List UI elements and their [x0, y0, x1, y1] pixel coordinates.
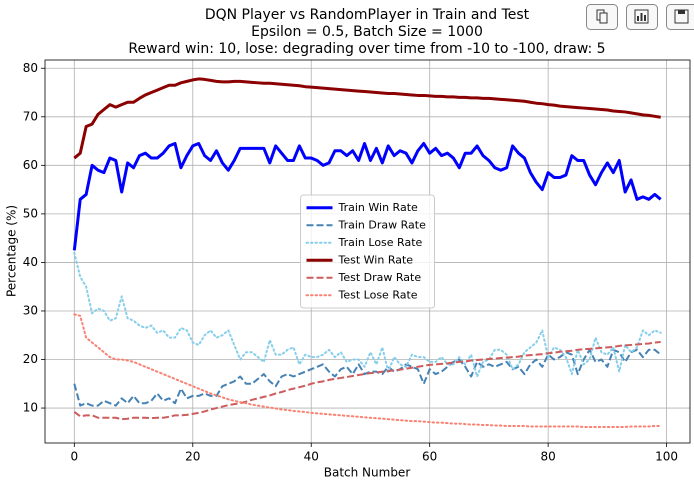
y-tick-label: 20	[23, 352, 38, 366]
x-tick-label: 60	[422, 450, 437, 464]
y-axis-label: Percentage (%)	[5, 205, 19, 297]
y-tick-label: 30	[23, 303, 38, 317]
series-line	[73, 77, 661, 160]
legend-label: Train Draw Rate	[338, 218, 427, 231]
copy-button[interactable]	[586, 4, 618, 30]
y-tick-label: 10	[23, 401, 38, 415]
y-tick-label: 70	[23, 109, 38, 123]
legend-label: Train Win Rate	[338, 201, 419, 214]
legend-label: Test Win Rate	[338, 253, 414, 266]
series-line	[73, 313, 662, 428]
legend-box	[300, 194, 435, 309]
series-line	[73, 341, 661, 421]
x-axis-label: Batch Number	[324, 466, 411, 480]
toolbar	[586, 4, 694, 30]
x-tick-label: 80	[541, 450, 556, 464]
y-tick-label: 60	[23, 158, 38, 172]
save-button[interactable]	[666, 4, 694, 30]
chart-button[interactable]	[626, 4, 658, 30]
y-tick-label: 40	[23, 255, 38, 269]
x-tick-label: 20	[185, 450, 200, 464]
series-line	[72, 141, 662, 251]
legend-label: Test Draw Rate	[338, 271, 422, 284]
series-line	[73, 251, 662, 378]
x-tick-label: 0	[70, 450, 78, 464]
legend-label: Test Lose Rate	[338, 288, 418, 301]
chart-title: DQN Player vs RandomPlayer in Train and …	[205, 7, 530, 23]
chart-subtitle: Reward win: 10, lose: degrading over tim…	[128, 41, 605, 57]
legend: Train Win Rate Train Draw Rate Train Lose …	[300, 194, 435, 309]
chart-subtitle: Epsilon = 0.5, Batch Size = 1000	[251, 24, 483, 40]
y-tick-label: 80	[23, 61, 38, 75]
x-tick-label: 40	[304, 450, 319, 464]
x-tick-label: 100	[655, 450, 678, 464]
plot-frame	[44, 59, 691, 444]
legend-label: Train Lose Rate	[338, 236, 423, 249]
y-tick-label: 50	[23, 206, 38, 220]
